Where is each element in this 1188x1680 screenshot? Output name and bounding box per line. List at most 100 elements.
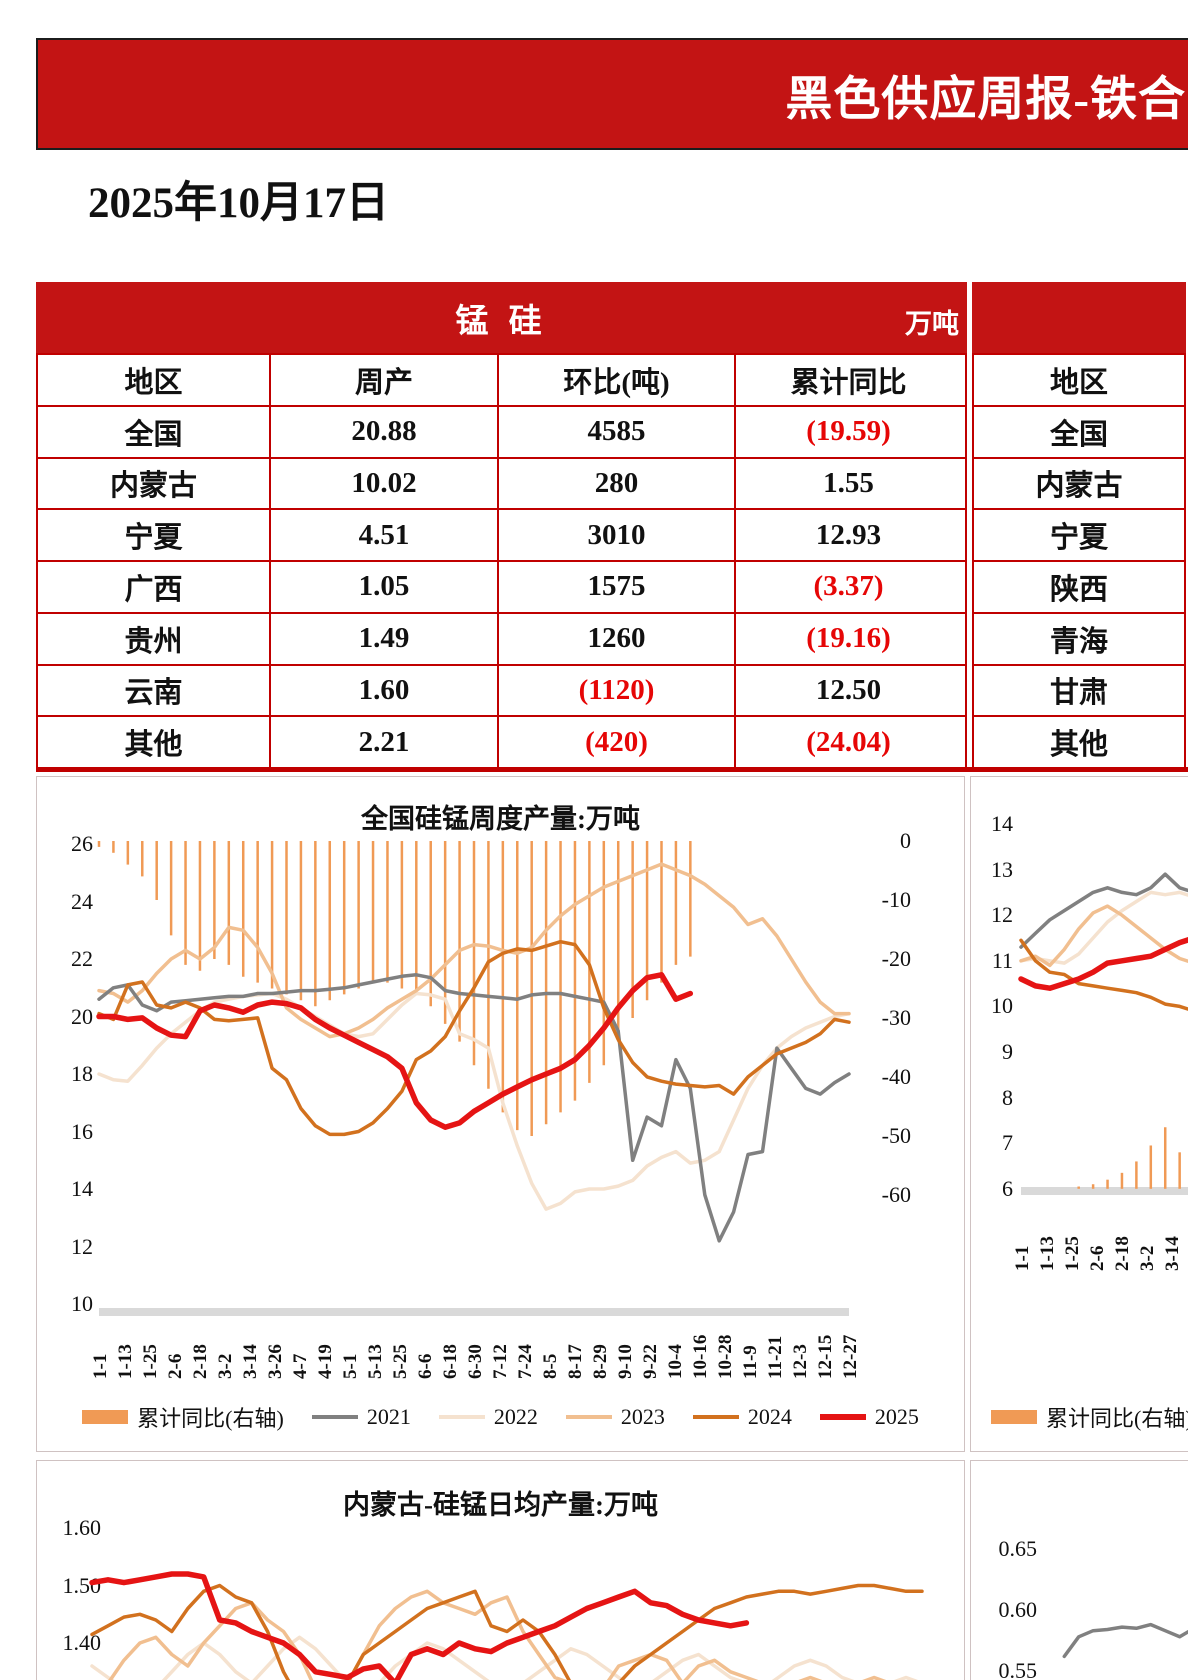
table-right-row-5: 甘肃 <box>974 663 1184 716</box>
c_r1-legend-累计同比(右轴): 累计同比(右轴) <box>991 1401 1188 1433</box>
line-swatch-icon <box>692 1415 739 1419</box>
c_l1-xlabel: 12-27 <box>840 1334 861 1379</box>
line-swatch-icon <box>819 1414 866 1420</box>
line-swatch-icon <box>311 1415 358 1419</box>
c_l1-ytick: 14 <box>71 1176 93 1201</box>
c_l1-xlabel: 8-29 <box>590 1344 611 1379</box>
table-mnsi-row-6-col-3: (24.04) <box>734 717 961 767</box>
c_r1-axis-band <box>1021 1187 1188 1195</box>
c_l1-ytick: 12 <box>71 1233 93 1259</box>
bar-swatch-icon <box>82 1410 129 1424</box>
c_l1-series-2025 <box>96 972 694 1130</box>
table-mnsi-row-4-col-0: 贵州 <box>124 625 183 658</box>
c_l1-ytick: 10 <box>71 1291 93 1316</box>
table-mnsi-row-5-col-3: 12.50 <box>734 665 961 716</box>
table-mnsi-row-2-col-1: 4.51 <box>269 510 497 560</box>
c_l1-series-2023 <box>97 862 851 1039</box>
c_r1-xlabel: 2-6 <box>1087 1245 1108 1271</box>
c_r1-ytick: 9 <box>1002 1039 1013 1064</box>
c_l1-legend-label: 累计同比(右轴) <box>137 1406 284 1431</box>
bar-swatch-icon <box>991 1410 1037 1424</box>
chart-neimenggu-daily-output: 内蒙古-硅锰日均产量:万吨 1.60 1.50 1.40 <box>36 1460 965 1680</box>
c_r1-xlabel: 1-1 <box>1012 1245 1033 1271</box>
c_l1-xlabel: 3-26 <box>265 1344 286 1379</box>
c_l1-xlabel: 12-3 <box>790 1344 811 1379</box>
table-mnsi-row-0-col-1: 20.88 <box>269 406 497 457</box>
table-mnsi-row-5: 云南 1.60 (1120) 12.50 <box>38 663 965 716</box>
table-right-row-4: 青海 <box>974 611 1184 664</box>
c_l1-xlabel: 2-6 <box>165 1353 186 1379</box>
table-right-row-4-region: 青海 <box>1049 625 1108 658</box>
c_l1-xlabel: 10-4 <box>665 1344 686 1379</box>
c_r1-ytick: 13 <box>991 856 1013 882</box>
table-mnsi-row-4-col-1: 1.49 <box>269 613 497 664</box>
table-mnsi-row-6-col-0: 其他 <box>124 729 183 762</box>
c_l1-xlabel: 4-7 <box>290 1353 311 1379</box>
table-mnsi-row-1: 内蒙古 10.02 280 1.55 <box>38 456 965 509</box>
c_l1-ytick: 24 <box>71 888 93 914</box>
c_r1-ytick: 11 <box>991 947 1013 973</box>
c_l2-series-2022 <box>90 1635 919 1680</box>
table-mnsi-title: 锰 硅 <box>455 303 548 340</box>
table-mnsi-row-5-col-2: (1120) <box>497 665 734 716</box>
c_r1-xlabel: 1-13 <box>1037 1236 1058 1271</box>
c_r2-ytick: 0.65 <box>998 1536 1038 1561</box>
c_l1-xlabel: 1-1 <box>90 1353 111 1379</box>
table-right-region: 地区 全国 内蒙古 宁夏 陕西 青海 甘肃 其他 <box>972 282 1186 767</box>
c_l1-plot <box>96 841 851 1316</box>
table-mnsi-header-row-col-1: 周产 <box>269 355 497 405</box>
c_r1-series-2021 <box>1019 872 1188 949</box>
c_l1-ytick: 0 <box>900 828 911 853</box>
c_r2-plot <box>1062 1622 1188 1659</box>
c_l1-xlabel: 11-9 <box>740 1345 761 1379</box>
table-mnsi-row-4-col-3: (19.16) <box>734 613 961 664</box>
table-right-row-5-region: 甘肃 <box>1049 677 1108 710</box>
c_l1-ytick: 26 <box>71 831 93 856</box>
c_l1-legend-2025: 2025 <box>819 1404 919 1430</box>
c_l2-title: 内蒙古-硅锰日均产量:万吨 <box>343 1490 658 1520</box>
c_l1-xlabel: 5-25 <box>390 1344 411 1379</box>
table-mnsi-row-3-col-2: 1575 <box>497 562 734 612</box>
table-mnsi-row-0-col-3: (19.59) <box>734 406 961 457</box>
table-right-body: 地区 全国 内蒙古 宁夏 陕西 青海 甘肃 其他 <box>972 353 1186 767</box>
table-mnsi-row-6-col-1: 2.21 <box>269 717 497 767</box>
c_r1-xlabel: 1-25 <box>1062 1236 1083 1271</box>
table-mnsi-row-0-col-0: 全国 <box>124 418 183 451</box>
table-right-header-row: 地区 <box>974 353 1184 405</box>
report-title: 黑色供应周报-铁合 <box>785 73 1186 126</box>
c_l2-series-2023 <box>108 1589 887 1680</box>
c_l1-xlabel: 6-6 <box>415 1353 436 1379</box>
c_l1-series-2024 <box>97 939 851 1137</box>
c_l2-ytick: 1.60 <box>62 1515 102 1540</box>
c_l1-xlabel: 7-12 <box>490 1344 511 1379</box>
table-right-row-6-region: 其他 <box>1049 729 1108 762</box>
c_l1-legend-label: 2023 <box>620 1404 665 1429</box>
table-mnsi-row-5-col-0: 云南 <box>124 677 183 710</box>
c_r1-ytick: 7 <box>1002 1130 1013 1156</box>
table-mnsi-row-6: 其他 2.21 (420) (24.04) <box>38 715 965 767</box>
table-mnsi-row-1-col-1: 10.02 <box>269 458 497 509</box>
table-right-row-3: 陕西 <box>974 560 1184 612</box>
c_l2-series-2024 <box>90 1583 924 1680</box>
c_r1-series-2025 <box>1018 937 1188 991</box>
chart-right-weekly-output: 14 13 12 11 10 9 8 7 6 1-1 1-13 1-25 2-6 2-18 3-2 3-14 累… <box>970 776 1188 1452</box>
c_r1-series-2023 <box>1019 904 1188 968</box>
c_l1-ytick: -10 <box>881 887 911 912</box>
table-mnsi-row-2-col-3: 12.93 <box>734 510 961 560</box>
c_l1-ytick: -40 <box>881 1064 911 1089</box>
table-mnsi-header-row-col-0: 地区 <box>124 366 183 399</box>
c_l1-xlabel: 9-22 <box>640 1344 661 1379</box>
c_l1-legend-label: 2024 <box>747 1404 792 1429</box>
table-mnsi-row-4-col-2: 1260 <box>497 613 734 664</box>
c_r2-ytick: 0.60 <box>998 1597 1038 1622</box>
c_r1-ytick: 14 <box>991 811 1013 836</box>
c_l1-ytick: 16 <box>71 1118 93 1144</box>
table-mnsi-body: 地区 周产 环比(吨) 累计同比 全国 20.88 4585 (19.59) 内蒙古 10.02 2… <box>36 353 967 767</box>
c_l1-ytick: 18 <box>71 1061 93 1086</box>
c_l1-xlabel: 10-28 <box>715 1334 736 1379</box>
table-right-row-3-region: 陕西 <box>1049 573 1108 606</box>
c_l1-xlabel: 3-14 <box>240 1344 261 1379</box>
c_l1-ytick: -60 <box>881 1182 911 1207</box>
c_l1-legend-2021: 2021 <box>311 1404 411 1430</box>
